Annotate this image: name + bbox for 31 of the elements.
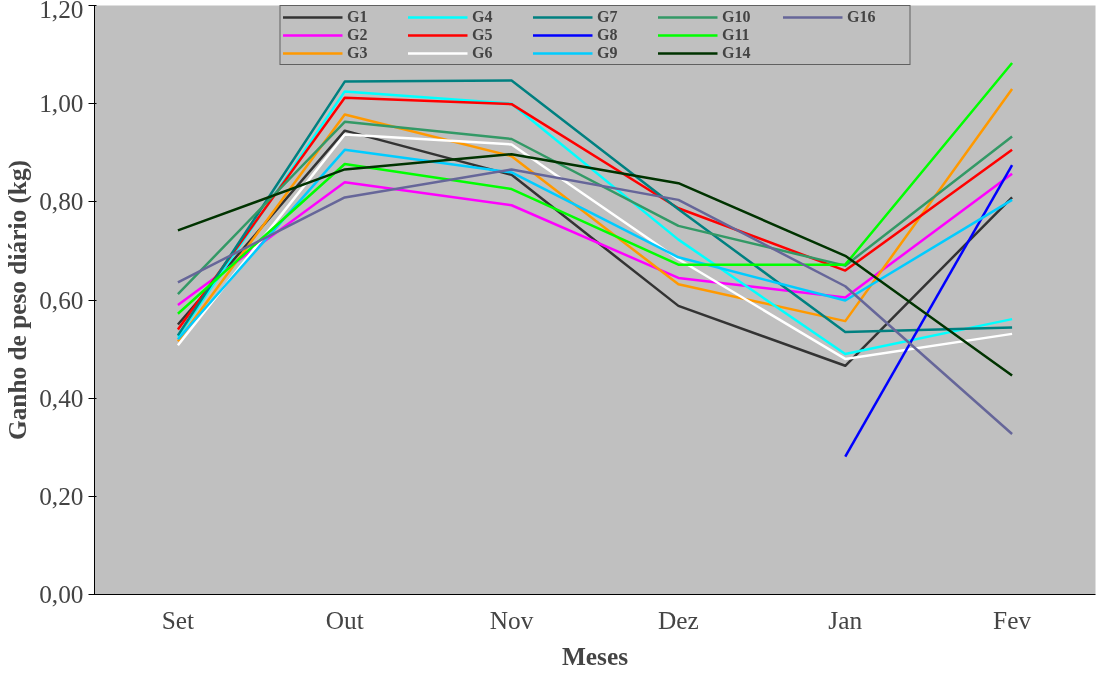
y-tick-label: 1,20 [39,0,84,23]
legend-label: G8 [597,26,619,44]
y-tick-label: 0,00 [39,580,84,608]
line-series [176,120,1014,296]
y-tick-label: 0,80 [39,187,84,216]
y-tick-label: 0,20 [39,481,84,510]
x-tick-label: Jan [828,605,863,634]
x-tick-label: Nov [489,605,534,634]
x-tick-label: Fev [993,605,1032,634]
legend-label: G10 [722,8,752,26]
y-tick-label: 0,60 [39,285,84,314]
x-tick-label: Out [325,605,364,634]
legend-label: G3 [347,44,369,62]
legend-label: G4 [472,8,494,26]
y-tick-label: 1,00 [39,89,84,118]
line-series [176,168,1014,436]
legend-label: G2 [347,26,369,44]
legend-label: G14 [722,44,752,62]
legend-label: G11 [722,26,751,44]
legend-label: G6 [472,44,494,62]
legend-label: G5 [472,26,494,44]
x-tick-label: Dez [658,605,699,634]
legend-label: G9 [597,44,619,62]
x-tick-label: Set [161,605,195,634]
y-tick-label: 0,40 [39,383,84,412]
legend-label: G7 [597,8,619,26]
line-series [176,148,1014,341]
x-axis-title: Meses [561,641,629,670]
legend-label: G16 [847,8,877,26]
y-axis-title: Ganho de peso diário (kg) [3,159,33,441]
legend-label: G1 [347,8,369,26]
